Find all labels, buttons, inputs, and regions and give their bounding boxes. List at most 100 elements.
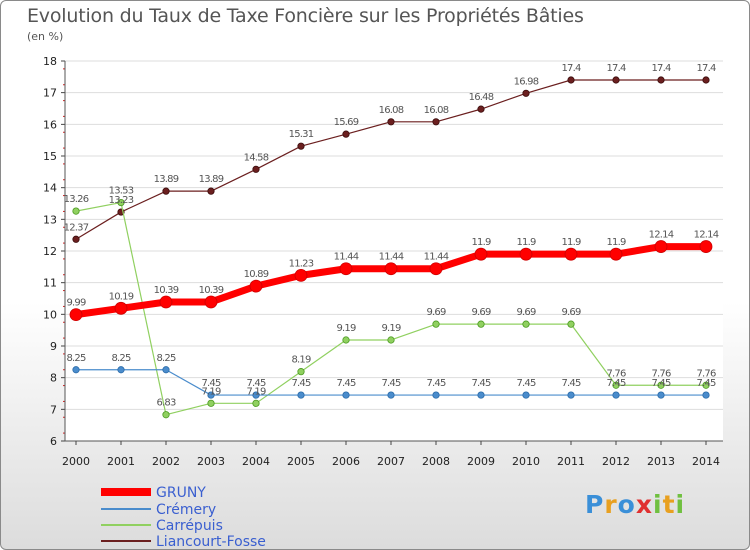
data-label: 11.9: [561, 237, 581, 248]
data-point: [69, 308, 83, 322]
data-label: 7.76: [606, 368, 626, 379]
data-label: 11.9: [606, 237, 626, 248]
data-label: 13.26: [64, 194, 89, 205]
data-point: [657, 76, 665, 84]
y-tick-label: 12: [43, 245, 57, 258]
data-point: [207, 391, 215, 399]
y-tick-label: 11: [43, 277, 57, 290]
data-label: 14.58: [244, 152, 269, 163]
data-label: 16.08: [424, 105, 449, 116]
data-label: 7.45: [606, 378, 626, 389]
data-label: 17.4: [651, 63, 671, 74]
data-label: 9.99: [66, 298, 86, 309]
data-point: [339, 262, 353, 276]
x-tick-label: 2000: [62, 455, 90, 468]
data-label: 8.25: [66, 353, 86, 364]
data-point: [72, 207, 80, 215]
y-tick-label: 9: [50, 340, 57, 353]
data-label: 9.19: [336, 323, 356, 334]
legend-label: Crémery: [156, 502, 216, 518]
y-tick-label: 16: [43, 118, 57, 131]
data-point: [612, 76, 620, 84]
data-label: 7.76: [696, 368, 716, 379]
data-label: 11.9: [516, 237, 536, 248]
data-point: [702, 76, 710, 84]
y-tick-label: 18: [43, 55, 57, 68]
data-point: [702, 381, 710, 389]
x-tick-label: 2011: [557, 455, 585, 468]
x-tick-label: 2007: [377, 455, 405, 468]
data-label: 10.39: [154, 285, 179, 296]
data-point: [162, 187, 170, 195]
data-point: [162, 411, 170, 419]
data-label: 10.89: [244, 269, 269, 280]
data-point: [612, 391, 620, 399]
data-label: 7.45: [516, 378, 536, 389]
data-point: [204, 295, 218, 309]
y-tick-label: 6: [50, 435, 57, 448]
data-label: 10.39: [199, 285, 224, 296]
data-label: 7.45: [696, 378, 716, 389]
x-tick-label: 2003: [197, 455, 225, 468]
data-point: [159, 295, 173, 309]
data-point: [114, 301, 128, 315]
legend-label: Liancourt-Fosse: [156, 534, 266, 550]
data-label: 16.08: [379, 105, 404, 116]
data-label: 7.45: [246, 378, 266, 389]
data-point: [342, 391, 350, 399]
data-point: [252, 399, 260, 407]
data-point: [432, 118, 440, 126]
data-point: [387, 336, 395, 344]
data-point: [474, 247, 488, 261]
data-label: 6.83: [156, 398, 176, 409]
logo-letter: i: [653, 490, 663, 519]
data-label: 9.69: [561, 307, 581, 318]
logo-letter: P: [585, 490, 605, 519]
data-point: [297, 368, 305, 376]
data-label: 17.4: [606, 63, 626, 74]
data-point: [612, 381, 620, 389]
data-point: [519, 247, 533, 261]
data-label: 9.69: [471, 307, 491, 318]
x-tick-label: 2012: [602, 455, 630, 468]
data-point: [522, 89, 530, 97]
data-point: [657, 381, 665, 389]
data-label: 7.45: [201, 378, 221, 389]
chart-title: Evolution du Taux de Taxe Foncière sur l…: [27, 5, 584, 27]
data-point: [654, 240, 668, 253]
data-label: 7.45: [426, 378, 446, 389]
logo-letter: t: [662, 490, 676, 519]
data-label: 7.19: [246, 386, 266, 397]
data-point: [252, 165, 260, 173]
data-label: 11.44: [334, 252, 359, 263]
data-point: [699, 240, 713, 253]
data-label: 11.9: [471, 237, 491, 248]
data-point: [207, 399, 215, 407]
data-point: [567, 320, 575, 328]
y-tick-label: 13: [43, 213, 57, 226]
x-tick-label: 2006: [332, 455, 360, 468]
data-label: 17.4: [696, 63, 716, 74]
data-label: 10.19: [109, 291, 134, 302]
data-point: [477, 320, 485, 328]
y-tick-label: 15: [43, 150, 57, 163]
data-label: 8.25: [156, 353, 176, 364]
y-tick-label: 17: [43, 87, 57, 100]
data-point: [477, 105, 485, 113]
y-tick-label: 8: [50, 372, 57, 385]
data-label: 7.76: [651, 368, 671, 379]
data-point: [432, 320, 440, 328]
data-point: [342, 336, 350, 344]
data-label: 15.69: [334, 117, 359, 128]
data-label: 7.19: [201, 386, 221, 397]
data-label: 7.45: [561, 378, 581, 389]
data-label: 13.53: [109, 186, 134, 197]
data-label: 15.31: [289, 129, 314, 140]
data-label: 16.48: [469, 92, 494, 103]
proxiti-logo: Proxiti: [585, 490, 685, 519]
data-label: 7.45: [291, 378, 311, 389]
data-point: [384, 262, 398, 276]
data-label: 7.45: [471, 378, 491, 389]
data-point: [522, 320, 530, 328]
